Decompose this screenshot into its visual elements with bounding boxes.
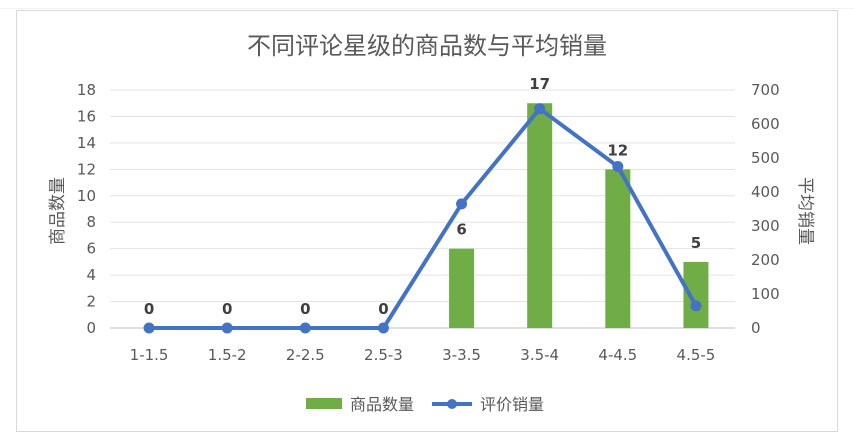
legend-line-marker [447,399,457,409]
left-tick-label: 8 [86,213,96,231]
left-tick-label: 16 [77,107,96,125]
right-tick-label: 700 [751,81,780,99]
line-point [534,103,546,115]
left-axis-ticks: 0 2 4 6 8 10 12 14 16 18 [77,81,96,337]
right-tick-label: 600 [751,115,780,133]
bar [605,169,631,328]
top-strip [0,0,854,9]
x-tick-label: 2-2.5 [286,346,325,364]
bar-value-label: 6 [456,221,466,239]
x-tick-label: 2.5-3 [364,346,403,364]
line-point [299,322,311,334]
left-tick-label: 0 [86,319,96,337]
left-axis-title: 商品数量 [48,177,68,245]
x-tick-label: 3-3.5 [442,346,481,364]
line-point [456,198,468,210]
bar [527,103,553,328]
chart-title: 不同评论星级的商品数与平均销量 [247,32,607,60]
bar [449,248,475,328]
left-tick-label: 2 [86,293,96,311]
x-tick-label: 1-1.5 [130,346,169,364]
left-tick-label: 12 [77,160,96,178]
left-tick-label: 10 [77,187,96,205]
right-axis-title: 平均销量 [795,177,815,245]
line-point [690,300,702,312]
legend-bar-label: 商品数量 [350,395,414,414]
bar-value-label: 5 [691,234,701,252]
x-tick-label: 1.5-2 [208,346,247,364]
line-point [377,322,389,334]
legend: 商品数量 评价销量 [306,395,544,414]
x-tick-label: 4.5-5 [677,346,716,364]
right-tick-label: 400 [751,183,780,201]
legend-bar-swatch [306,398,342,409]
bar-value-label: 0 [144,300,154,318]
right-tick-label: 200 [751,251,780,269]
line-point [612,161,624,172]
bar-value-label: 0 [378,300,388,318]
left-tick-label: 6 [86,240,96,258]
line-series [143,103,702,334]
bar-data-labels: 0 0 0 0 6 17 12 5 [144,75,701,318]
left-tick-label: 4 [86,266,96,284]
right-axis-ticks: 0 100 200 300 400 500 600 700 [751,81,780,337]
line-point [143,322,155,334]
left-tick-label: 14 [77,134,96,152]
right-tick-label: 500 [751,149,780,167]
right-tick-label: 300 [751,217,780,235]
chart-frame [16,10,838,432]
bar-value-label: 0 [300,300,310,318]
bar [683,261,709,328]
bar-value-label: 0 [222,300,232,318]
left-tick-label: 18 [77,81,96,99]
series-line [149,106,698,330]
bar-value-label: 17 [529,75,550,93]
bar-value-label: 12 [607,141,628,159]
right-tick-label: 100 [751,285,780,303]
x-axis-ticks: 1-1.5 1.5-2 2-2.5 2.5-3 3-3.5 3.5-4 4-4.5 4.5-5 [130,346,716,364]
line-point [221,322,233,334]
x-tick-label: 3.5-4 [520,346,559,364]
legend-line-label: 评价销量 [480,395,544,414]
x-tick-label: 4-4.5 [598,346,637,364]
right-tick-label: 0 [751,319,761,337]
